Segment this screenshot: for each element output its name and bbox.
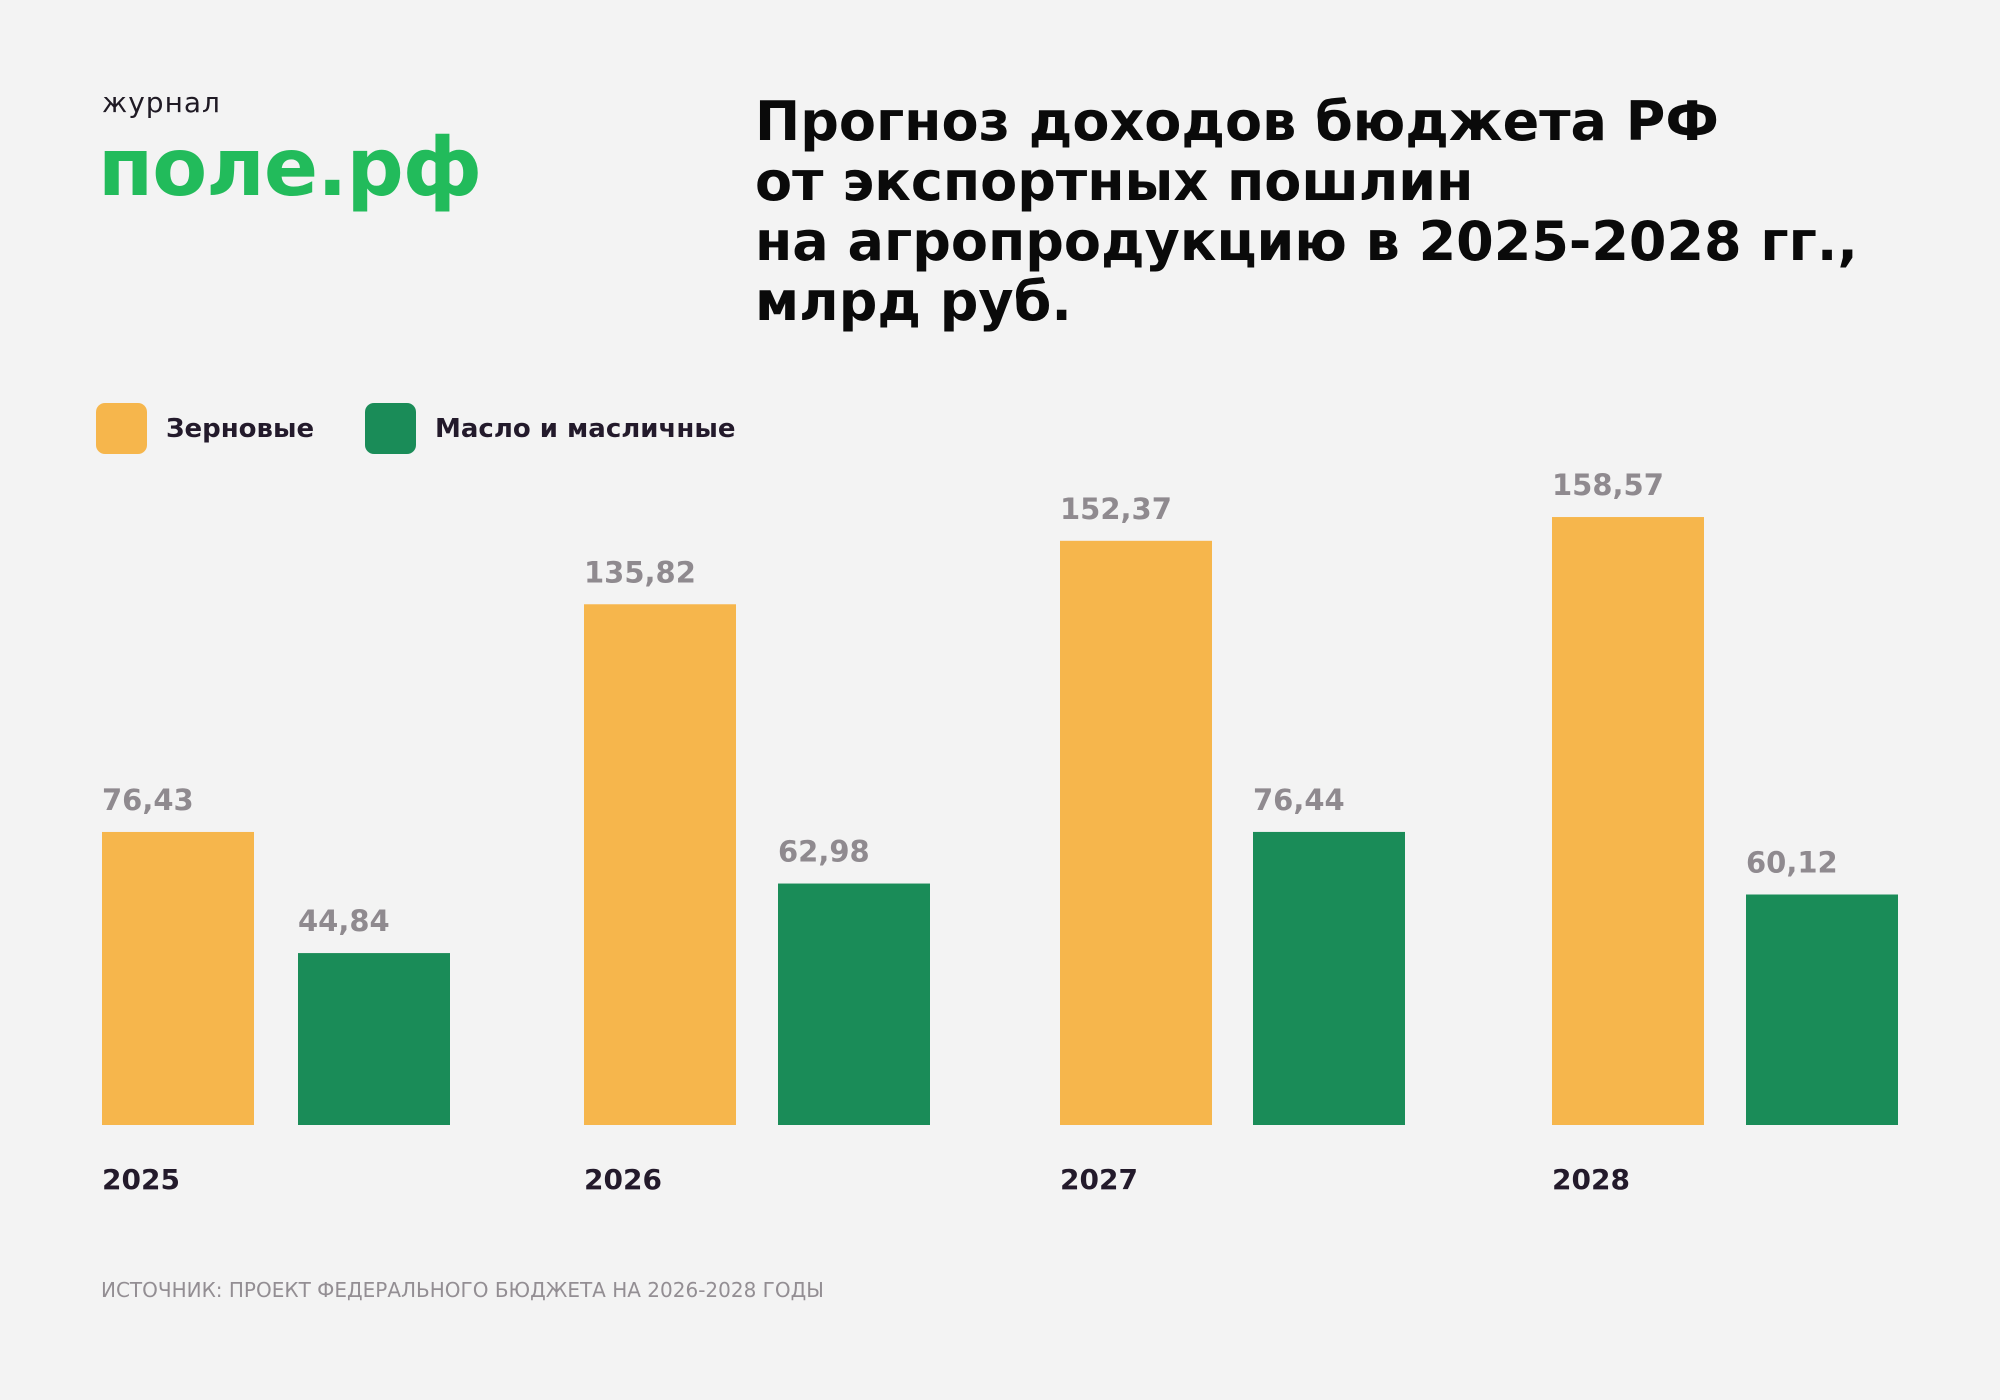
chart-title: Прогноз доходов бюджета РФ от экспортных…: [755, 92, 1858, 332]
x-tick-label: 2025: [102, 1163, 180, 1196]
title-line: от экспортных пошлин: [755, 150, 1474, 213]
source-note: ИСТОЧНИК: ПРОЕКТ ФЕДЕРАЛЬНОГО БЮДЖЕТА НА…: [101, 1278, 824, 1302]
bar-grain-2027: [1060, 540, 1212, 1125]
bar-grain-2026: [584, 604, 736, 1125]
data-label: 76,43: [102, 783, 194, 817]
legend-label: Зерновые: [166, 413, 315, 444]
data-label: 44,84: [298, 904, 390, 938]
legend-swatch-oil: [365, 403, 416, 454]
legend-item-grain: Зерновые: [96, 403, 314, 454]
title-line: на агропродукцию в 2025-2028 гг.,: [755, 210, 1858, 273]
legend-label: Масло и масличные: [435, 413, 736, 444]
bar-oil-2028: [1746, 894, 1898, 1125]
x-tick-label: 2028: [1552, 1163, 1630, 1196]
x-tick-label: 2027: [1060, 1163, 1138, 1196]
bar-oil-2026: [778, 883, 930, 1125]
title-line: млрд руб.: [755, 270, 1072, 333]
data-label: 158,57: [1552, 468, 1664, 502]
bar-grain-2025: [102, 831, 254, 1125]
x-tick-label: 2026: [584, 1163, 662, 1196]
data-label: 76,44: [1253, 783, 1345, 817]
bar-grain-2028: [1552, 517, 1704, 1125]
data-label: 62,98: [778, 835, 870, 869]
data-label: 60,12: [1746, 845, 1838, 879]
legend-item-oil: Масло и масличные: [365, 403, 736, 454]
bar-oil-2027: [1253, 831, 1405, 1125]
bar-oil-2025: [298, 953, 450, 1125]
data-label: 152,37: [1060, 492, 1172, 526]
title-line: Прогноз доходов бюджета РФ: [755, 90, 1719, 153]
legend-swatch-grain: [96, 403, 147, 454]
data-label: 135,82: [584, 555, 696, 589]
logo-journal-text: журнал: [102, 86, 221, 119]
logo-pole-rf: поле.рф: [98, 121, 482, 214]
